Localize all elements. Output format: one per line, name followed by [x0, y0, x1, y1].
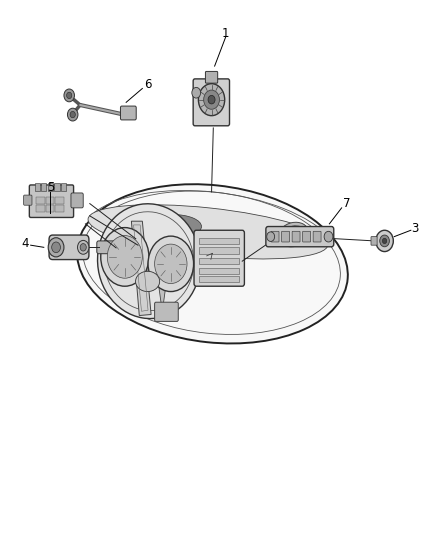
Ellipse shape	[282, 226, 305, 243]
Ellipse shape	[98, 204, 200, 319]
FancyBboxPatch shape	[205, 71, 218, 83]
FancyBboxPatch shape	[36, 197, 45, 204]
FancyBboxPatch shape	[303, 231, 311, 242]
FancyBboxPatch shape	[61, 183, 66, 191]
FancyBboxPatch shape	[97, 241, 129, 254]
FancyBboxPatch shape	[36, 205, 45, 212]
Circle shape	[148, 236, 194, 292]
FancyBboxPatch shape	[199, 238, 239, 244]
FancyBboxPatch shape	[155, 302, 178, 321]
Circle shape	[48, 238, 64, 257]
FancyBboxPatch shape	[371, 237, 377, 245]
FancyBboxPatch shape	[24, 195, 32, 205]
FancyBboxPatch shape	[271, 231, 279, 242]
Circle shape	[155, 244, 187, 284]
FancyBboxPatch shape	[55, 205, 64, 212]
FancyBboxPatch shape	[193, 79, 230, 126]
FancyBboxPatch shape	[35, 183, 40, 191]
FancyBboxPatch shape	[46, 197, 54, 204]
Circle shape	[192, 87, 201, 98]
FancyBboxPatch shape	[199, 276, 239, 282]
FancyBboxPatch shape	[55, 197, 64, 204]
FancyBboxPatch shape	[71, 193, 83, 208]
FancyBboxPatch shape	[199, 247, 239, 254]
FancyBboxPatch shape	[199, 268, 239, 274]
FancyBboxPatch shape	[48, 183, 53, 191]
Circle shape	[376, 230, 393, 252]
Circle shape	[64, 89, 74, 102]
Text: 5: 5	[47, 181, 54, 194]
FancyBboxPatch shape	[292, 231, 300, 242]
Circle shape	[52, 242, 60, 253]
Ellipse shape	[136, 271, 159, 292]
Circle shape	[324, 231, 333, 242]
Circle shape	[382, 238, 387, 244]
Circle shape	[198, 84, 225, 116]
FancyBboxPatch shape	[46, 205, 54, 212]
Text: 1: 1	[222, 27, 230, 39]
Ellipse shape	[88, 205, 328, 259]
Polygon shape	[131, 221, 151, 316]
Ellipse shape	[77, 184, 348, 343]
Text: 4: 4	[21, 237, 29, 249]
Circle shape	[67, 92, 72, 99]
FancyBboxPatch shape	[313, 231, 321, 242]
FancyBboxPatch shape	[120, 106, 136, 120]
Circle shape	[380, 235, 389, 247]
Circle shape	[204, 90, 219, 109]
FancyBboxPatch shape	[282, 231, 290, 242]
FancyBboxPatch shape	[194, 230, 244, 286]
Circle shape	[107, 236, 142, 278]
FancyBboxPatch shape	[266, 227, 334, 247]
Ellipse shape	[145, 215, 201, 239]
Circle shape	[67, 108, 78, 121]
Text: 6: 6	[144, 78, 152, 91]
FancyBboxPatch shape	[199, 258, 239, 264]
Circle shape	[208, 95, 215, 104]
Text: 7: 7	[343, 197, 351, 210]
FancyBboxPatch shape	[29, 185, 74, 217]
FancyBboxPatch shape	[54, 183, 60, 191]
Polygon shape	[159, 288, 166, 304]
Circle shape	[78, 240, 89, 254]
Circle shape	[101, 228, 149, 286]
Ellipse shape	[278, 222, 309, 247]
FancyBboxPatch shape	[41, 183, 46, 191]
Text: 3: 3	[412, 222, 419, 235]
FancyBboxPatch shape	[49, 235, 89, 260]
Circle shape	[80, 244, 86, 251]
Circle shape	[267, 232, 275, 241]
Circle shape	[70, 111, 75, 118]
